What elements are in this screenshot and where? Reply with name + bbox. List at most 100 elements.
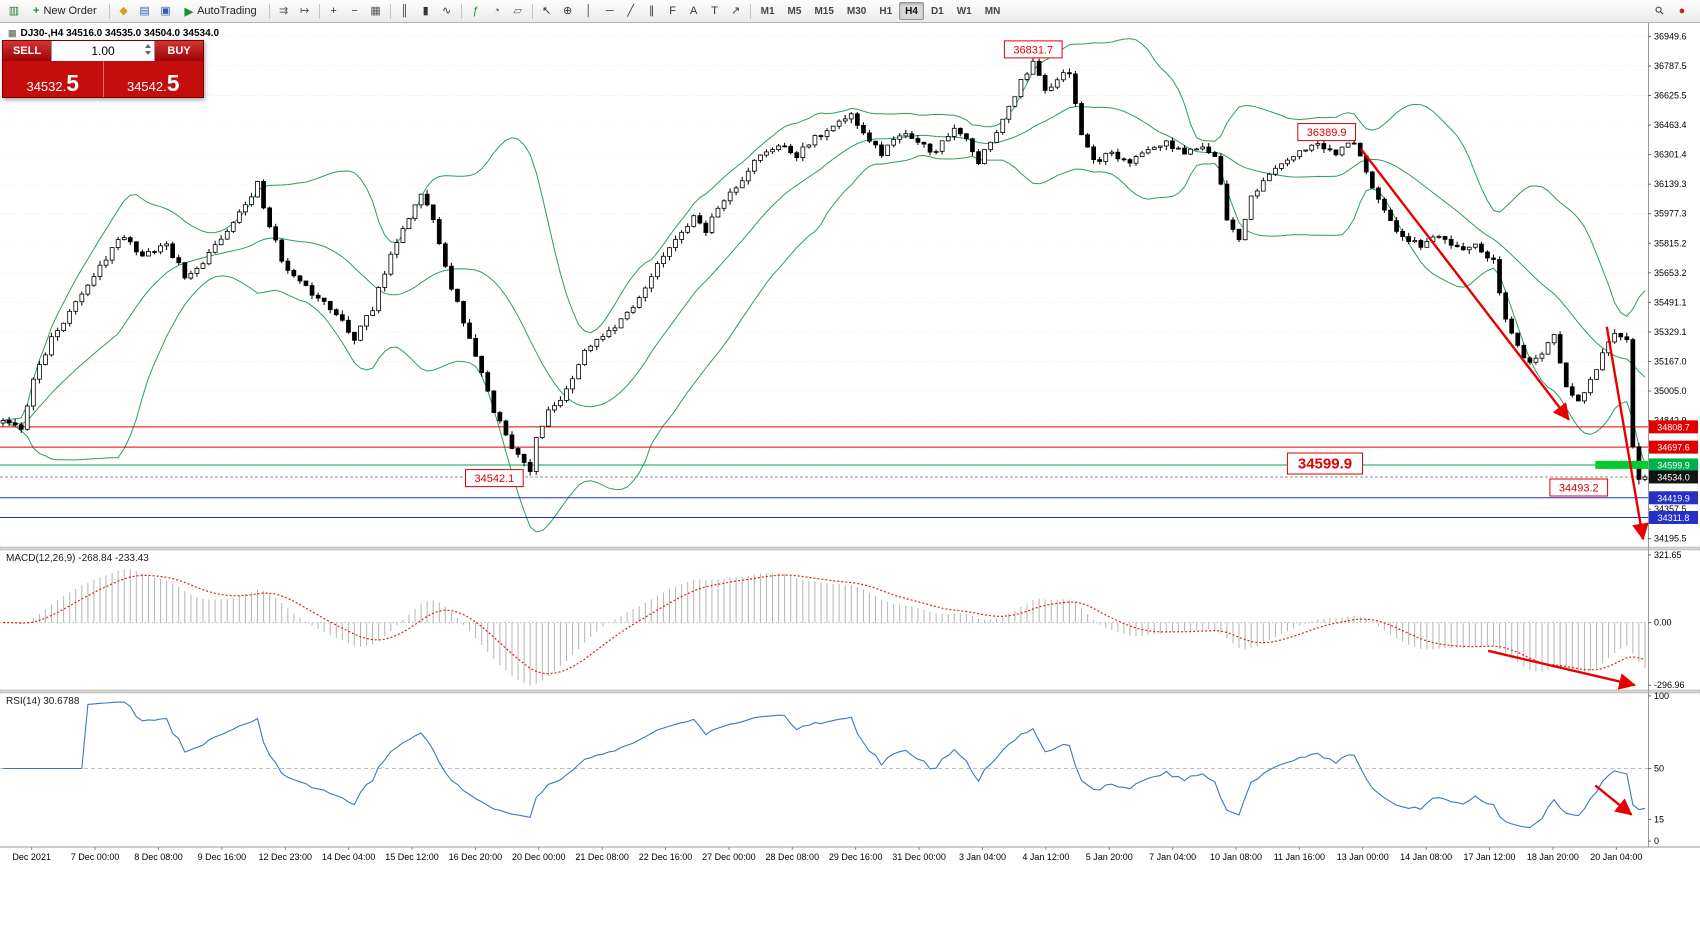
- panel-borders: [0, 23, 1700, 848]
- timeframe-button-m30[interactable]: M30: [846, 5, 867, 17]
- volume-up-arrow-icon[interactable]: [145, 44, 151, 48]
- trend-arrow[interactable]: [1605, 326, 1649, 541]
- time-tick-label: 7 Dec 00:00: [71, 852, 120, 862]
- price-tick-label: 35167.0: [1654, 357, 1687, 367]
- sell-button[interactable]: SELL: [3, 41, 51, 61]
- time-tick-label: 3 Jan 04:00: [959, 852, 1006, 862]
- time-tick-label: 27 Dec 00:00: [702, 852, 756, 862]
- price-tick-label: 34195.5: [1654, 534, 1687, 544]
- trend-arrow[interactable]: [1594, 784, 1633, 816]
- price-annotation-text: 34542.1: [475, 473, 515, 485]
- price-annotation-text: 34493.2: [1559, 482, 1599, 494]
- timeframe-button-m1[interactable]: M1: [760, 5, 775, 17]
- chart-shift-icon[interactable]: ↦: [300, 4, 310, 17]
- timeframe-button-h1[interactable]: H1: [879, 5, 893, 17]
- search-icon[interactable]: ⚲: [1652, 3, 1667, 18]
- record-icon[interactable]: ●: [1678, 4, 1686, 17]
- templates-icon[interactable]: ▱: [513, 4, 522, 17]
- price-axis-badge: [1649, 470, 1698, 484]
- text-label-icon[interactable]: T: [711, 4, 718, 17]
- quick-trade-icon[interactable]: ◆: [119, 4, 128, 17]
- time-tick-label: 10 Jan 08:00: [1210, 852, 1262, 862]
- trend-arrow[interactable]: [1360, 148, 1570, 421]
- trendline-icon[interactable]: ╱: [627, 4, 634, 17]
- data-window-icon[interactable]: ▣: [160, 4, 171, 17]
- buy-button[interactable]: BUY: [155, 41, 203, 61]
- time-tick-label: 20 Dec 00:00: [512, 852, 566, 862]
- autotrading-button-icon: ▶: [184, 5, 194, 18]
- svg-text:34311.8: 34311.8: [1658, 513, 1690, 523]
- macd-tick-label: 321.65: [1654, 550, 1682, 560]
- price-annotation-box[interactable]: [465, 469, 524, 488]
- text-icon[interactable]: A: [689, 4, 698, 17]
- volume-spinner[interactable]: [145, 44, 151, 55]
- new-order-button[interactable]: + New Order: [25, 1, 105, 21]
- macd-tick-label: 0.00: [1654, 618, 1672, 628]
- volume-down-arrow-icon[interactable]: [145, 51, 151, 55]
- timeframe-button-m15[interactable]: M15: [814, 5, 834, 17]
- periods-icon[interactable]: ◔: [493, 4, 500, 17]
- vertical-line-icon[interactable]: │: [585, 4, 593, 17]
- toolbar-left-group: ▥ + New Order ◆ ▤ ▣ ▶ AutoTrading ⇉ ↦ + − ▦ ║ ▮ ∿ ƒ ◔ ▱ ↖ ⊕ │…: [4, 1, 1006, 21]
- bar-chart-icon[interactable]: ║: [400, 4, 409, 17]
- timeframe-button-m5[interactable]: M5: [787, 5, 802, 17]
- zoom-out-icon[interactable]: −: [351, 4, 358, 17]
- zoom-in-icon[interactable]: +: [330, 4, 337, 17]
- macd-indicator-label: MACD(12,26,9) -268.84 -233.43: [6, 553, 149, 564]
- panel-separator[interactable]: [0, 546, 1700, 551]
- price-annotation-box[interactable]: [1286, 452, 1364, 475]
- price-axis[interactable]: 36949.6 36787.5 36625.5 36463.4 36301.4 36139…: [1648, 31, 1698, 846]
- toolbar-separator: [318, 3, 320, 19]
- tile-windows-icon[interactable]: ▦: [370, 4, 381, 17]
- horizontal-line-icon[interactable]: ─: [605, 4, 614, 17]
- toolbar-separator: [460, 3, 462, 19]
- auto-scroll-icon[interactable]: ⇉: [279, 4, 289, 17]
- rsi-tick-label: 50: [1654, 764, 1664, 774]
- price-axis-badge: [1649, 491, 1698, 505]
- chart-window-icon[interactable]: ▥: [8, 4, 20, 17]
- timeframe-button-w1[interactable]: W1: [956, 5, 972, 17]
- arrows-icon[interactable]: ↗: [731, 4, 741, 17]
- timeframe-button-h4[interactable]: H4: [899, 2, 924, 20]
- line-chart-icon[interactable]: ∿: [442, 4, 452, 17]
- chart-canvas[interactable]: 36949.6 36787.5 36625.5 36463.4 36301.4 36139…: [0, 23, 1700, 942]
- panel-separator[interactable]: [0, 689, 1700, 694]
- autotrading-button[interactable]: ▶ AutoTrading: [177, 1, 265, 21]
- candle-chart-icon[interactable]: ▮: [422, 4, 429, 17]
- crosshair-icon[interactable]: ⊕: [563, 4, 573, 17]
- time-axis[interactable]: Dec 2021 7 Dec 00:00 8 Dec 08:00 9 Dec 16:0…: [12, 847, 1642, 862]
- price-annotation-text: 36389.9: [1307, 127, 1347, 139]
- indicators-icon[interactable]: ƒ: [472, 4, 479, 17]
- price-level-lines[interactable]: [0, 426, 1648, 518]
- cursor-icon[interactable]: ↖: [542, 4, 552, 17]
- buy-price[interactable]: 34542. 5: [102, 61, 204, 97]
- chart-mini-icon: ▦: [8, 28, 17, 38]
- chart-background[interactable]: [0, 23, 1700, 942]
- new-order-button-icon: +: [33, 5, 40, 17]
- fibonacci-icon[interactable]: F: [669, 4, 676, 17]
- svg-text:34419.9: 34419.9: [1657, 493, 1690, 503]
- price-tick-label: 36301.4: [1654, 150, 1687, 160]
- market-watch-icon[interactable]: ▤: [139, 4, 150, 17]
- autotrading-button-label: AutoTrading: [197, 5, 257, 17]
- price-annotation-box[interactable]: [1297, 123, 1357, 142]
- timeframe-button-mn[interactable]: MN: [984, 5, 1001, 17]
- time-tick-label: 16 Dec 20:00: [449, 852, 503, 862]
- channel-icon[interactable]: ∥: [648, 4, 655, 17]
- trend-arrow[interactable]: [1487, 649, 1636, 690]
- rsi-indicator-label: RSI(14) 30.6788: [6, 696, 80, 707]
- chart-symbol-ohlc: ▦ DJ30-,H4 34516.0 34535.0 34504.0 34534…: [8, 28, 219, 39]
- volume-input[interactable]: 1.00: [51, 41, 155, 61]
- time-tick-label: 18 Jan 20:00: [1527, 852, 1579, 862]
- time-tick-label: 4 Jan 12:00: [1022, 852, 1069, 862]
- symbol-ohlc-text: DJ30-,H4 34516.0 34535.0 34504.0 34534.0: [20, 28, 220, 39]
- timeframe-button-d1[interactable]: D1: [930, 5, 944, 17]
- support-highlight-bar[interactable]: [1595, 460, 1674, 469]
- price-axis-badge: [1649, 440, 1698, 454]
- svg-text:34534.0: 34534.0: [1657, 472, 1690, 482]
- time-tick-label: 7 Jan 04:00: [1149, 852, 1196, 862]
- price-annotation-box[interactable]: [1003, 40, 1063, 59]
- price-annotation-box[interactable]: [1549, 478, 1609, 497]
- sell-price[interactable]: 34532. 5: [3, 61, 103, 97]
- chart-annotations[interactable]: 36831.7 36389.9 34599.9 34542.1 34493.2: [465, 40, 1649, 816]
